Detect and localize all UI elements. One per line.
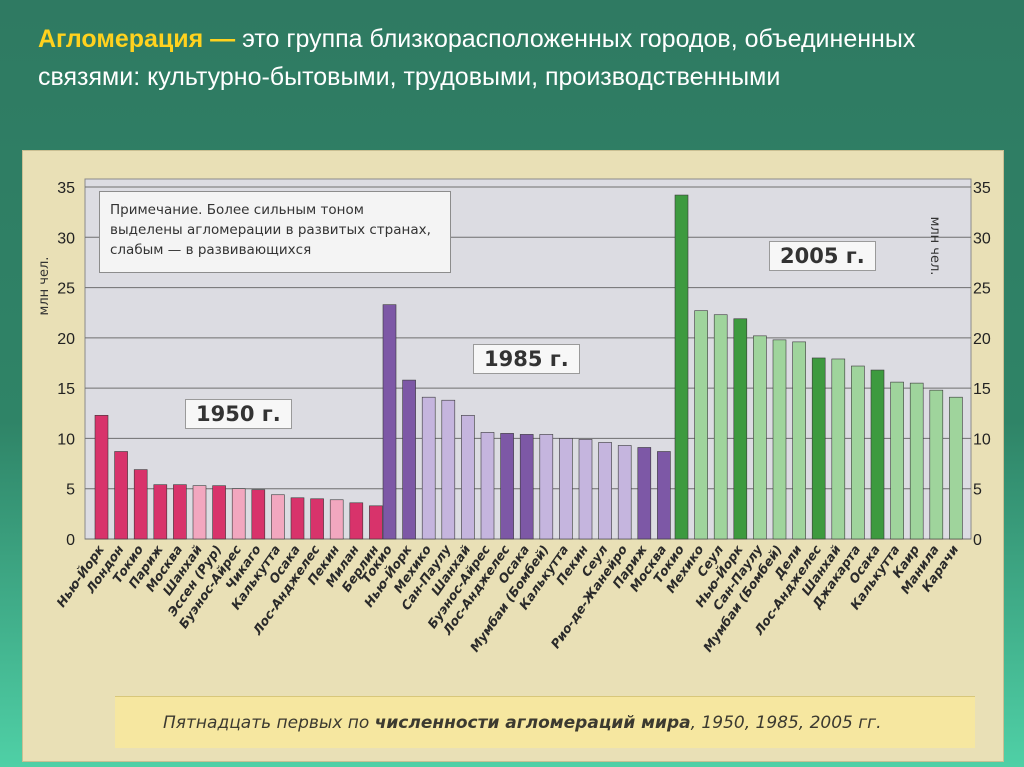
bar-1985 [441, 399, 456, 540]
y-axis-right: 0 5 10 15 20 25 30 35 [973, 180, 991, 549]
bar-1950 [192, 485, 207, 540]
bar-1950 [310, 498, 324, 540]
bar-1985 [500, 433, 514, 540]
y-tick-label: 20 [973, 331, 991, 348]
title-term: Агломерация — [38, 25, 236, 53]
y-tick-label: 0 [66, 532, 75, 549]
caption-emphasis: численности агломераций мира [374, 713, 691, 733]
bar-2005 [831, 358, 846, 540]
y-tick-label: 20 [57, 331, 75, 348]
bar-1985 [617, 445, 632, 540]
bar-2005 [949, 396, 963, 540]
bar-1950 [114, 451, 128, 540]
note-line: Примечание. Более сильным тоном [110, 202, 364, 218]
note-line: выделены агломерации в развитых странах, [110, 222, 431, 238]
bar-2005 [753, 335, 767, 540]
bar-1985 [539, 434, 554, 540]
bar-2005 [811, 357, 826, 540]
y-tick-label: 35 [57, 180, 75, 197]
bar-1985 [559, 438, 573, 540]
bar-1985 [578, 439, 593, 540]
bar-2005 [851, 365, 865, 540]
x-axis-labels: Нью-ЙоркЛондонТокиоПарижМоскваШанхайЭссе… [53, 541, 961, 654]
y-axis-label-left: млн чел. [37, 257, 52, 316]
chart-caption: Пятнадцать первых по численности агломер… [115, 696, 975, 748]
bar-2005 [929, 389, 944, 540]
period-label-2005: 2005 г. [769, 241, 876, 271]
bar-2005 [909, 382, 924, 540]
y-axis-left: 0 5 10 15 20 25 30 35 [57, 180, 75, 549]
bar-2005 [713, 314, 728, 540]
chart-figure: 0 5 10 15 20 25 30 35 0 5 10 15 20 25 30 35 Нью-Йорк Ло… [22, 150, 1004, 762]
bar-1985 [519, 434, 534, 540]
bar-1950 [94, 414, 109, 540]
note-line: слабым — в развивающихся [110, 242, 312, 258]
bar-1950 [349, 502, 364, 540]
y-tick-label: 10 [973, 431, 991, 448]
bar-1985 [461, 414, 475, 540]
y-tick-label: 0 [973, 532, 982, 549]
y-axis-label-right: млн чел. [927, 217, 942, 276]
y-tick-label: 5 [66, 482, 75, 499]
bar-1985 [657, 451, 671, 540]
chart-note: Примечание. Более сильным тоном выделены… [99, 191, 451, 273]
slide-title: Агломерация — это группа близкорасположе… [38, 20, 998, 96]
bar-2005 [694, 310, 708, 540]
bar-1985 [480, 432, 495, 540]
bar-2005 [733, 318, 748, 540]
bar-2005 [674, 194, 689, 540]
caption-years: , 1950, 1985, 2005 гг. [690, 713, 882, 733]
bar-2005 [772, 339, 787, 540]
period-label-1950: 1950 г. [185, 399, 292, 429]
y-tick-label: 15 [973, 381, 991, 398]
bar-1950 [290, 497, 305, 540]
y-tick-label: 30 [973, 230, 991, 247]
bar-1985 [637, 447, 652, 540]
bar-1985 [402, 379, 416, 540]
bar-1985 [382, 304, 397, 540]
bar-1950 [212, 485, 226, 540]
y-tick-label: 10 [57, 431, 75, 448]
bar-2005 [870, 369, 885, 540]
bar-1950 [271, 494, 285, 540]
bar-1950 [329, 499, 344, 540]
bar-2005 [792, 341, 806, 540]
bar-1950 [369, 505, 383, 540]
bar-1950 [133, 469, 148, 540]
bar-1950 [173, 484, 187, 540]
bar-1950 [153, 484, 168, 540]
bar-1985 [598, 442, 612, 540]
y-tick-label: 5 [973, 482, 982, 499]
bars [94, 194, 963, 540]
caption-text: Пятнадцать первых по [163, 713, 375, 733]
bar-2005 [890, 381, 904, 540]
y-tick-label: 15 [57, 381, 75, 398]
bar-1950 [231, 488, 246, 540]
y-tick-label: 25 [973, 281, 991, 298]
bar-1985 [421, 396, 436, 540]
y-tick-label: 25 [57, 281, 75, 298]
period-label-1985: 1985 г. [473, 344, 580, 374]
y-tick-label: 30 [57, 230, 75, 247]
y-tick-label: 35 [973, 180, 991, 197]
bar-1950 [251, 489, 266, 540]
title-definition: это группа близкорасположенных городов, … [38, 25, 916, 91]
